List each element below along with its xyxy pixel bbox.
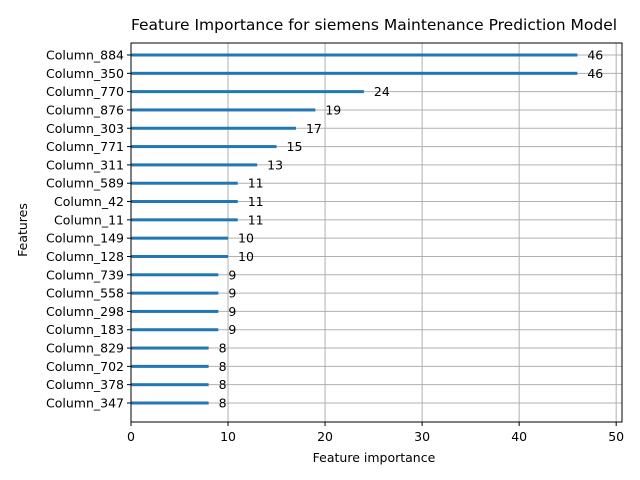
- bar: [131, 218, 238, 222]
- bar: [131, 346, 209, 350]
- bar-value-label: 11: [248, 194, 264, 209]
- y-tick-label: Column_829: [46, 341, 124, 356]
- y-tick-label: Column_378: [46, 377, 124, 392]
- bar: [131, 71, 578, 75]
- x-tick-label: 30: [414, 429, 430, 444]
- bar-value-label: 11: [248, 176, 264, 191]
- plot-frame: [130, 42, 623, 423]
- y-axis-label: Features: [15, 203, 30, 257]
- bar-value-label: 9: [228, 322, 236, 337]
- bar-value-label: 15: [287, 139, 303, 154]
- bar: [131, 90, 364, 94]
- bar-value-label: 9: [228, 304, 236, 319]
- y-tick-label: Column_311: [46, 157, 124, 172]
- bar: [131, 236, 229, 240]
- y-tick-label: Column_128: [46, 249, 124, 264]
- bar: [131, 291, 219, 295]
- bar-value-label: 9: [228, 286, 236, 301]
- bar-value-label: 9: [228, 267, 236, 282]
- bar-value-label: 8: [219, 341, 227, 356]
- chart-title: Feature Importance for siemens Maintenan…: [131, 16, 617, 34]
- x-tick-label: 50: [608, 429, 624, 444]
- bar: [131, 53, 578, 57]
- x-axis-label: Feature importance: [313, 450, 436, 465]
- bar-value-label: 10: [238, 231, 254, 246]
- x-axis-ticks: 0 10 20 30 40 50: [127, 422, 624, 444]
- bar: [131, 126, 296, 130]
- bar: [131, 145, 277, 149]
- bar: [131, 273, 219, 277]
- y-tick-label: Column_702: [46, 359, 124, 374]
- y-tick-label: Column_11: [54, 212, 124, 227]
- y-tick-label: Column_183: [46, 322, 124, 337]
- bar-value-label: 19: [325, 102, 341, 117]
- y-tick-label: Column_771: [46, 139, 124, 154]
- y-tick-label: Column_884: [46, 48, 124, 63]
- bar: [131, 383, 209, 387]
- bar: [131, 364, 209, 368]
- bar: [131, 328, 219, 332]
- bar-value-label: 10: [238, 249, 254, 264]
- y-tick-label: Column_558: [46, 286, 124, 301]
- x-tick-label: 20: [317, 429, 333, 444]
- y-tick-label: Column_350: [46, 66, 124, 81]
- bar: [131, 254, 229, 258]
- y-tick-label: Column_42: [54, 194, 124, 209]
- x-tick-label: 0: [127, 429, 135, 444]
- bar-value-label: 46: [587, 66, 603, 81]
- bar: [131, 163, 258, 167]
- y-tick-label: Column_876: [46, 102, 124, 117]
- bar: [131, 401, 209, 405]
- bar-value-label: 46: [587, 48, 603, 63]
- y-tick-label: Column_739: [46, 267, 124, 282]
- y-tick-label: Column_589: [46, 176, 124, 191]
- bar: [131, 309, 219, 313]
- x-tick-label: 10: [220, 429, 236, 444]
- x-tick-label: 40: [511, 429, 527, 444]
- bars: [131, 53, 578, 405]
- bar: [131, 108, 316, 112]
- bar-value-label: 17: [306, 121, 322, 136]
- bar-value-label: 8: [219, 396, 227, 411]
- y-axis-ticks: Column_884 Column_350 Column_770 Column_876…: [46, 48, 131, 411]
- y-tick-label: Column_298: [46, 304, 124, 319]
- bar-value-label: 8: [219, 377, 227, 392]
- y-tick-label: Column_770: [46, 84, 124, 99]
- bar: [131, 200, 238, 204]
- y-tick-label: Column_303: [46, 121, 124, 136]
- y-tick-label: Column_149: [46, 231, 124, 246]
- bar-value-label: 8: [219, 359, 227, 374]
- bar: [131, 181, 238, 185]
- bar-value-label: 24: [374, 84, 390, 99]
- bar-value-label: 11: [248, 212, 264, 227]
- bar-value-label: 13: [267, 157, 283, 172]
- y-tick-label: Column_347: [46, 396, 124, 411]
